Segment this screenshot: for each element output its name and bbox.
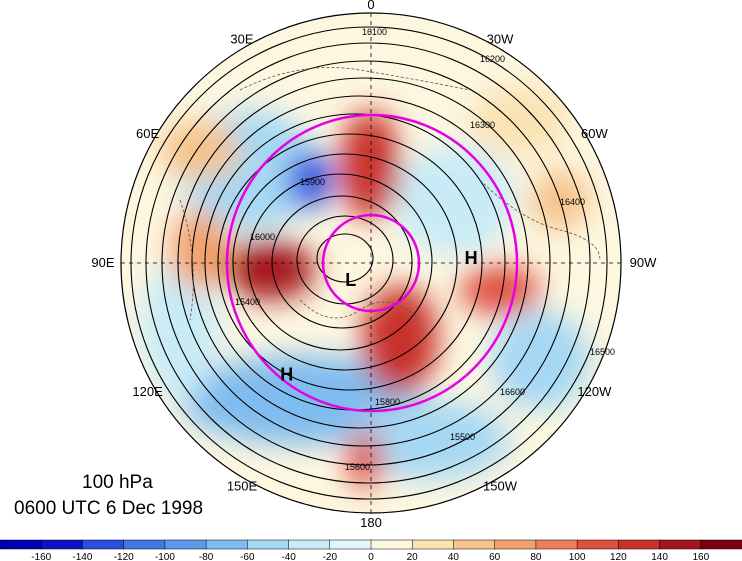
lon-label: 150W (483, 478, 518, 493)
colorbar-swatch (205, 539, 249, 550)
colorbar-tick-label: 60 (489, 552, 501, 561)
contour-label: 15800 (375, 397, 400, 407)
colorbar-tick-label: -60 (240, 552, 255, 561)
contour-label: 16000 (250, 232, 275, 242)
pressure-center-l: L (345, 270, 356, 290)
contour-label: 15900 (300, 177, 325, 187)
lon-label: 60W (581, 126, 608, 141)
contour-label: 16100 (362, 27, 387, 37)
grid-lines (121, 13, 621, 513)
colorbar-swatch (247, 539, 290, 550)
colorbar-tick-label: 140 (651, 552, 668, 561)
anomaly-shading (140, 85, 590, 490)
colorbar-tick-label: -40 (281, 552, 296, 561)
colorbar-tick-label: -160 (31, 552, 51, 561)
longitude-labels: 0 30W 60W 90W 120W 150W 180 150E 120E 90E 60E 30E (91, 0, 657, 530)
map-boundary (120, 12, 622, 514)
lon-label: 30W (487, 32, 514, 47)
colorbar-tick-label: 20 (407, 552, 419, 561)
colorbar-tick-label: 40 (448, 552, 460, 561)
reference-circles (225, 113, 519, 413)
colorbar-tick-label: -20 (323, 552, 338, 561)
contour-label: 16300 (470, 120, 495, 130)
colorbar-swatch (329, 539, 372, 550)
pressure-center-h: H (465, 248, 478, 268)
colorbar-swatch (370, 539, 413, 550)
colorbar-swatch (659, 539, 702, 550)
colorbar-swatch (576, 539, 620, 550)
contour-label: 15400 (235, 297, 260, 307)
pressure-centers: L H H (280, 248, 477, 385)
colorbar-tick-label: 120 (610, 552, 627, 561)
colorbar-swatch (453, 539, 496, 550)
time-label: 0600 UTC 6 Dec 1998 (14, 498, 204, 519)
contour-label: 16200 (480, 54, 505, 64)
lon-label: 30E (230, 32, 253, 47)
contour-label: 15500 (450, 432, 475, 442)
pressure-center-h: H (280, 365, 293, 385)
lon-label: 90E (91, 255, 114, 270)
colorbar-swatch (164, 539, 207, 550)
colorbar-swatch (618, 539, 661, 550)
colorbar-tick-label: -80 (199, 552, 214, 561)
colorbar-swatch (123, 539, 166, 550)
lon-label: 60E (136, 126, 159, 141)
colorbar-swatch (0, 539, 42, 550)
lon-label: 90W (630, 255, 657, 270)
lon-label: 120W (577, 384, 612, 399)
colorbar-tick-label: 160 (692, 552, 709, 561)
colorbar-swatch (411, 539, 455, 550)
colorbar-tick-label: -140 (72, 552, 92, 561)
colorbar-tick-label: 80 (530, 552, 542, 561)
colorbar-swatch (288, 539, 331, 550)
colorbar-tick-label: 0 (368, 552, 374, 561)
colorbar-swatch (40, 539, 84, 550)
lon-label: 120E (132, 384, 163, 399)
colorbar-swatch (535, 539, 578, 550)
lon-label: 150E (227, 478, 258, 493)
lon-label: 0 (367, 0, 374, 12)
level-label: 100 hPa (82, 472, 153, 493)
contour-label: 16400 (560, 197, 585, 207)
lon-label: 180 (360, 515, 382, 530)
colorbar-tick-label: 100 (569, 552, 586, 561)
colorbar-swatch (82, 539, 125, 550)
contour-label: 15600 (345, 462, 370, 472)
contour-labels: 16100 16200 16300 16400 16500 16600 15500 15600… (235, 27, 615, 472)
colorbar: -160 -140 -120 -100 -80 -60 -40 -20 0 20 40 60 80 100… (0, 539, 742, 561)
colorbar-swatch (700, 539, 742, 550)
contour-label: 16600 (500, 387, 525, 397)
colorbar-tick-label: -100 (155, 552, 175, 561)
contour-label: 16500 (590, 347, 615, 357)
colorbar-swatch (494, 539, 537, 550)
colorbar-tick-label: -120 (114, 552, 134, 561)
